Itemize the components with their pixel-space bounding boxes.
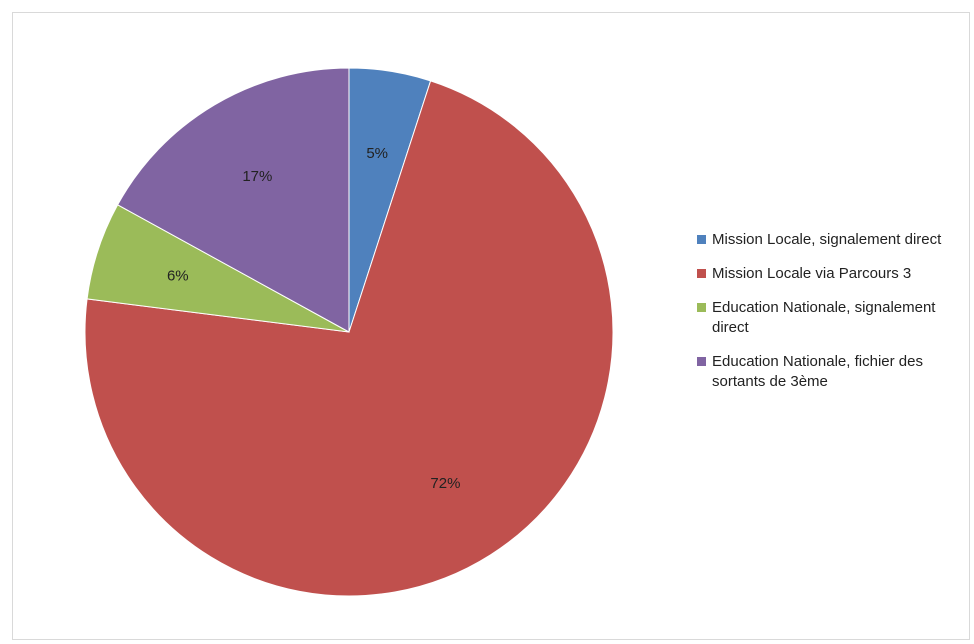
legend-item: Education Nationale, signalement direct [697, 298, 972, 338]
legend-swatch [697, 303, 706, 312]
pie-slice [116, 67, 350, 333]
legend-item: Mission Locale, signalement direct [697, 230, 972, 250]
pie-slice [84, 80, 614, 597]
legend-label: Mission Locale, signalement direct [712, 231, 942, 248]
slice-data-label: 6% [167, 267, 189, 284]
slice-data-label: 5% [366, 145, 388, 162]
legend-label: Mission Locale via Parcours 3 [712, 265, 912, 282]
legend-swatch [697, 269, 706, 278]
legend-label: Education Nationale, fichier des sortant… [712, 353, 923, 390]
slice-data-label: 17% [242, 168, 272, 185]
legend-label: Education Nationale, signalement direct [712, 299, 936, 336]
pie-data-labels: 5% 72% 6% 17% [167, 145, 460, 492]
legend-swatch [697, 357, 706, 366]
slice-data-label: 72% [430, 475, 460, 492]
pie-slices [84, 67, 614, 597]
legend-swatch [697, 235, 706, 244]
legend-item: Mission Locale via Parcours 3 [697, 264, 972, 284]
legend-item: Education Nationale, fichier des sortant… [697, 352, 972, 392]
legend: Mission Locale, signalement direct Missi… [697, 230, 972, 406]
